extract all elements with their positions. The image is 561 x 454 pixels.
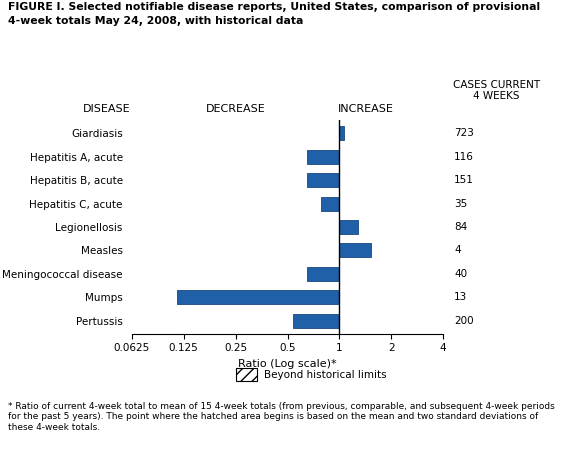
Text: DISEASE: DISEASE	[82, 104, 130, 114]
Bar	[293, 314, 339, 328]
Bar	[307, 173, 339, 187]
Text: FIGURE I. Selected notifiable disease reports, United States, comparison of prov: FIGURE I. Selected notifiable disease re…	[8, 2, 541, 12]
Text: DECREASE: DECREASE	[206, 104, 265, 114]
Text: 151: 151	[454, 175, 474, 185]
Text: 723: 723	[454, 128, 474, 138]
X-axis label: Ratio (Log scale)*: Ratio (Log scale)*	[238, 359, 337, 369]
Bar	[177, 290, 339, 304]
Text: 35: 35	[454, 198, 467, 208]
Text: INCREASE: INCREASE	[337, 104, 393, 114]
Bar	[321, 197, 339, 211]
Text: 13: 13	[454, 292, 467, 302]
Bar	[339, 243, 371, 257]
Text: 116: 116	[454, 152, 474, 162]
Text: 40: 40	[454, 269, 467, 279]
Bar	[307, 267, 339, 281]
Text: 4-week totals May 24, 2008, with historical data: 4-week totals May 24, 2008, with histori…	[8, 16, 304, 26]
Text: 84: 84	[454, 222, 467, 232]
Text: * Ratio of current 4-week total to mean of 15 4-week totals (from previous, comp: * Ratio of current 4-week total to mean …	[8, 402, 555, 432]
Bar	[339, 126, 344, 140]
Text: 4: 4	[454, 246, 461, 256]
Text: 200: 200	[454, 316, 474, 326]
Bar	[307, 150, 339, 164]
Bar	[339, 220, 358, 234]
Text: CASES CURRENT
4 WEEKS: CASES CURRENT 4 WEEKS	[453, 79, 540, 101]
Text: Beyond historical limits: Beyond historical limits	[264, 370, 387, 380]
